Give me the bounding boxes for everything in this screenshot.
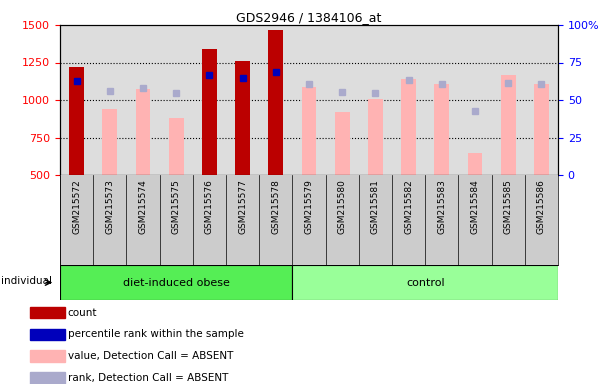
Bar: [103, 109, 117, 175]
Bar: [268, 30, 283, 175]
Bar: [467, 152, 482, 175]
Bar: [302, 87, 316, 175]
Text: diet-induced obese: diet-induced obese: [123, 278, 230, 288]
Text: GSM215576: GSM215576: [205, 179, 214, 234]
Text: GSM215575: GSM215575: [172, 179, 181, 234]
Bar: [169, 118, 184, 175]
Text: GSM215572: GSM215572: [72, 179, 81, 234]
Bar: [69, 67, 84, 175]
Text: value, Detection Call = ABSENT: value, Detection Call = ABSENT: [68, 351, 233, 361]
Bar: [534, 83, 549, 175]
Bar: [434, 83, 449, 175]
Bar: [29, 372, 65, 384]
Bar: [60, 265, 292, 300]
Text: percentile rank within the sample: percentile rank within the sample: [68, 329, 244, 339]
Text: rank, Detection Call = ABSENT: rank, Detection Call = ABSENT: [68, 373, 228, 383]
Text: GSM215581: GSM215581: [371, 179, 380, 234]
Text: GSM215578: GSM215578: [271, 179, 280, 234]
Text: GSM215579: GSM215579: [305, 179, 314, 234]
Text: GSM215580: GSM215580: [338, 179, 347, 234]
Bar: [401, 79, 416, 175]
Bar: [501, 74, 515, 175]
Bar: [29, 329, 65, 340]
Bar: [29, 350, 65, 362]
Text: GSM215583: GSM215583: [437, 179, 446, 234]
Bar: [29, 307, 65, 318]
Text: GSM215577: GSM215577: [238, 179, 247, 234]
Bar: [136, 89, 151, 175]
Bar: [335, 112, 350, 175]
Bar: [235, 61, 250, 175]
Text: GSM215584: GSM215584: [470, 179, 479, 234]
Bar: [368, 99, 383, 175]
Text: GSM215585: GSM215585: [504, 179, 513, 234]
Text: GSM215582: GSM215582: [404, 179, 413, 234]
Text: GSM215573: GSM215573: [106, 179, 114, 234]
Bar: [292, 265, 558, 300]
Text: count: count: [68, 308, 97, 318]
Bar: [202, 72, 217, 175]
Title: GDS2946 / 1384106_at: GDS2946 / 1384106_at: [236, 11, 382, 24]
Text: control: control: [406, 278, 445, 288]
Bar: [202, 49, 217, 175]
Text: GSM215586: GSM215586: [537, 179, 546, 234]
Text: GSM215574: GSM215574: [139, 179, 148, 234]
Text: individual: individual: [1, 276, 52, 286]
